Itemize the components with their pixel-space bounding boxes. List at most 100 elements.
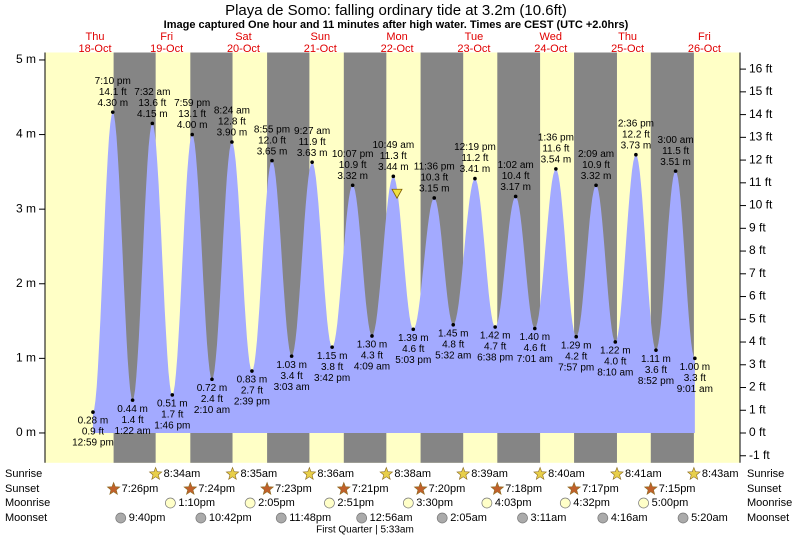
- tide-point: [411, 327, 416, 332]
- moonrise-time: 4:32pm: [573, 497, 610, 509]
- tide-point: [513, 194, 518, 199]
- day-date: 24-Oct: [534, 43, 567, 55]
- tide-label: 4.8 ft: [442, 339, 464, 350]
- tide-label: 0.9 ft: [82, 427, 104, 438]
- tide-label: 5:32 am: [435, 350, 471, 361]
- sun-icon: [686, 466, 701, 480]
- tide-label: 11.6 ft: [542, 144, 569, 155]
- tide-point: [391, 174, 396, 179]
- y2-tick-label: 0 ft: [749, 425, 766, 439]
- moonrise-time: 2:51pm: [337, 497, 374, 509]
- sunrise-time: 8:35am: [241, 468, 278, 480]
- tide-label: 1.42 m: [480, 331, 511, 342]
- tide-point: [370, 334, 374, 338]
- y2-tick-label: 9 ft: [749, 220, 766, 234]
- tide-point: [310, 160, 314, 164]
- sun-icon: [106, 481, 121, 495]
- tide-label: 2:10 am: [194, 405, 230, 416]
- tide-label: 3.32 m: [581, 171, 612, 182]
- tide-label: 10:07 pm: [332, 149, 374, 160]
- tide-point: [673, 169, 678, 173]
- tide-label: 3.6 ft: [645, 365, 667, 376]
- tide-label: 11.5 ft: [662, 146, 689, 157]
- sun-icon: [490, 481, 505, 495]
- moonset-time: 9:40pm: [129, 512, 166, 524]
- chart-title: Playa de Somo: falling ordinary tide at …: [225, 2, 567, 19]
- sunset-time: 7:15pm: [659, 483, 696, 495]
- tide-label: 9:01 am: [677, 384, 713, 395]
- tide-label: 10.9 ft: [582, 160, 610, 171]
- sun-icon: [225, 466, 240, 480]
- tide-label: 2:36 pm: [618, 118, 654, 129]
- tide-point: [574, 334, 579, 339]
- tide-label: 3:42 pm: [314, 373, 350, 384]
- day-date: 23-Oct: [457, 43, 490, 55]
- tide-label: 12.2 ft: [622, 129, 650, 140]
- day-date: 18-Oct: [78, 43, 111, 55]
- sunrise-time: 8:43am: [702, 468, 739, 480]
- tide-point: [613, 340, 618, 344]
- moon-icon: [324, 497, 335, 509]
- tide-label: 1.7 ft: [161, 410, 183, 421]
- sunset-time: 7:20pm: [429, 483, 466, 495]
- tide-point: [170, 393, 175, 397]
- tide-label: 4.15 m: [137, 109, 168, 120]
- tide-label: 11.2 ft: [461, 153, 488, 164]
- day-name: Thu: [618, 31, 637, 43]
- tide-label: 2:39 pm: [234, 397, 270, 408]
- tide-point: [250, 369, 254, 373]
- tide-label: 3.65 m: [257, 146, 288, 157]
- tide-point: [289, 354, 294, 358]
- sunset-time: 7:17pm: [582, 483, 619, 495]
- tide-label: 10.9 ft: [339, 160, 367, 171]
- moonrise-time: 5:00pm: [652, 497, 689, 509]
- tide-label: 3.63 m: [297, 148, 328, 159]
- tide-point: [330, 345, 334, 349]
- tide-label: 1:36 pm: [538, 133, 574, 144]
- tide-label: 7:10 pm: [95, 76, 131, 87]
- tide-label: 8:52 pm: [638, 376, 674, 387]
- tide-label: 11:36 pm: [414, 162, 455, 173]
- moonrise-time: 3:30pm: [416, 497, 453, 509]
- tide-point: [493, 325, 497, 329]
- tide-point: [350, 183, 355, 188]
- tide-label: 1:22 am: [115, 426, 151, 437]
- tide-label: 1.30 m: [357, 340, 388, 351]
- tide-label: 12.8 ft: [218, 117, 246, 128]
- tide-point: [210, 377, 214, 382]
- tide-point: [693, 356, 697, 361]
- tide-label: 3.3 ft: [684, 373, 706, 384]
- tide-point: [130, 398, 135, 402]
- moon-icon: [275, 512, 287, 524]
- y-tick-label: 1 m: [16, 351, 36, 365]
- row-label: Moonrise: [5, 497, 50, 509]
- tide-point: [554, 167, 558, 171]
- sunrise-time: 8:41am: [625, 468, 662, 480]
- tide-label: 4.6 ft: [402, 344, 424, 355]
- tide-label: 4.0 ft: [604, 357, 626, 368]
- y2-tick-label: 10 ft: [749, 198, 773, 212]
- tide-label: 13.1 ft: [178, 109, 206, 120]
- sunrise-time: 8:36am: [317, 468, 354, 480]
- row-label: Sunrise: [747, 468, 784, 480]
- tide-label: 3.4 ft: [281, 371, 303, 382]
- moon-icon: [244, 497, 256, 509]
- sunrise-time: 8:38am: [394, 468, 431, 480]
- tide-label: 4.30 m: [97, 98, 128, 109]
- y2-tick-label: 7 ft: [749, 266, 766, 280]
- day-date: 19-Oct: [150, 43, 183, 55]
- tide-label: 1.4 ft: [121, 415, 143, 426]
- tide-point: [432, 196, 437, 200]
- tide-label: 10:49 am: [372, 140, 414, 151]
- tide-label: 12.0 ft: [258, 135, 286, 146]
- tide-point: [150, 121, 155, 126]
- day-name: Mon: [386, 31, 407, 43]
- day-name: Fri: [698, 31, 711, 43]
- tide-label: 4.6 ft: [524, 343, 546, 354]
- sun-icon: [148, 466, 163, 480]
- moonrise-time: 2:05pm: [258, 497, 295, 509]
- moonset-time: 10:42pm: [209, 512, 252, 524]
- day-name: Thu: [86, 31, 105, 43]
- tide-label: 2:09 am: [578, 149, 614, 160]
